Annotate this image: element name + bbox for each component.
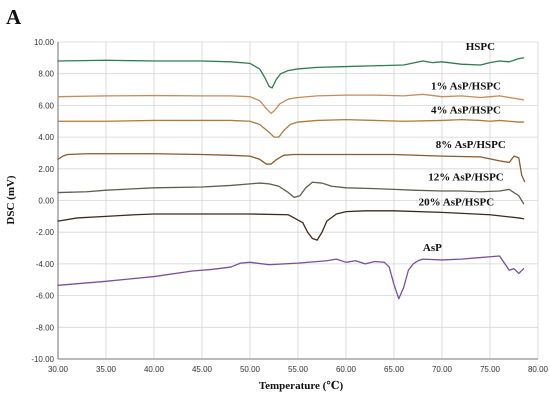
- series-label-0: HSPC: [466, 41, 495, 53]
- series-line-5: [57, 210, 525, 241]
- y-tick-label: -2.00: [36, 228, 55, 237]
- y-tick-label: -8.00: [36, 323, 55, 332]
- y-tick-label: -4.00: [36, 260, 55, 269]
- series-label-4: 12% AsP/HSPC: [428, 172, 504, 184]
- x-tick-label: 40.00: [144, 365, 165, 374]
- x-tick-label: 30.00: [48, 365, 69, 374]
- axes: [57, 42, 538, 360]
- y-tick-label: 0.00: [38, 197, 54, 206]
- series-label-6: AsP: [423, 242, 442, 254]
- x-tick-label: 60.00: [336, 365, 357, 374]
- series-line-1: [57, 93, 525, 114]
- x-tick-label: 45.00: [192, 365, 213, 374]
- x-tick-label: 50.00: [240, 365, 261, 374]
- y-tick-labels: -10.00 -8.00 -6.00 -4.00 -2.00 0.00 2.00 4.00 6.…: [31, 38, 54, 364]
- y-tick-label: 10.00: [34, 38, 55, 47]
- x-tick-label: 35.00: [96, 365, 117, 374]
- x-tick-label: 70.00: [432, 365, 453, 374]
- series-lines: [57, 57, 526, 300]
- y-tick-label: 6.00: [38, 101, 54, 110]
- y-tick-label: 8.00: [38, 70, 54, 79]
- series-line-3: [57, 153, 526, 183]
- x-tick-label: 80.00: [528, 365, 549, 374]
- y-tick-label: -6.00: [36, 292, 55, 301]
- series-label-5: 20% AsP/HSPC: [419, 196, 495, 208]
- series-line-6: [57, 255, 525, 300]
- x-tick-label: 55.00: [288, 365, 309, 374]
- panel-letter: A: [6, 5, 22, 29]
- series-label-1: 1% AsP/HSPC: [431, 81, 501, 93]
- x-tick-labels: 30.00 35.00 40.00 45.00 50.00 55.00 60.00 65.00…: [48, 365, 549, 374]
- x-tick-label: 65.00: [384, 365, 405, 374]
- series-line-2: [57, 119, 525, 138]
- y-axis-title: DSC (mV): [5, 175, 17, 225]
- series-line-0: [57, 57, 525, 89]
- series-line-4: [57, 181, 525, 205]
- series-label-3: 8% AsP/HSPC: [436, 139, 506, 151]
- x-tick-label: 75.00: [480, 365, 501, 374]
- y-tick-label: -10.00: [31, 355, 54, 364]
- x-axis-title: Temperature (℃): [259, 380, 344, 392]
- series-label-2: 4% AsP/HSPC: [431, 104, 501, 116]
- y-tick-label: 2.00: [38, 165, 54, 174]
- series-labels: HSPC 1% AsP/HSPC 4% AsP/HSPC 8% AsP/HSPC 12%…: [419, 41, 506, 254]
- y-tick-label: 4.00: [38, 133, 54, 142]
